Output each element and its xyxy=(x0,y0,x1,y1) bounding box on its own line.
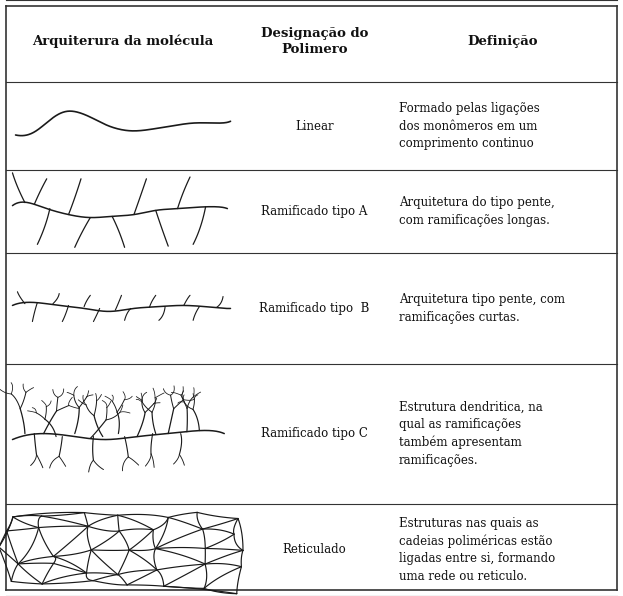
Text: Arquitetura do tipo pente,
com ramificações longas.: Arquitetura do tipo pente, com ramificaç… xyxy=(399,196,554,227)
Text: Linear: Linear xyxy=(295,120,334,132)
Text: Ramificado tipo A: Ramificado tipo A xyxy=(262,205,368,218)
Text: Arquiterura da molécula: Arquiterura da molécula xyxy=(32,35,214,48)
Text: Estruturas nas quais as
cadeias poliméricas estão
ligadas entre si, formando
uma: Estruturas nas quais as cadeias poliméri… xyxy=(399,517,555,583)
Text: Formado pelas ligações
dos monômeros em um
comprimento continuo: Formado pelas ligações dos monômeros em … xyxy=(399,102,540,150)
Text: Arquitetura tipo pente, com
ramificações curtas.: Arquitetura tipo pente, com ramificações… xyxy=(399,293,564,324)
Text: Designação do
Polimero: Designação do Polimero xyxy=(261,27,368,55)
Text: Ramificado tipo C: Ramificado tipo C xyxy=(261,427,368,440)
Text: Reticulado: Reticulado xyxy=(283,544,346,556)
Text: Ramificado tipo  B: Ramificado tipo B xyxy=(259,302,370,315)
Text: Definição: Definição xyxy=(468,35,538,48)
Text: Estrutura dendritica, na
qual as ramificações
também apresentam
ramificações.: Estrutura dendritica, na qual as ramific… xyxy=(399,401,543,467)
